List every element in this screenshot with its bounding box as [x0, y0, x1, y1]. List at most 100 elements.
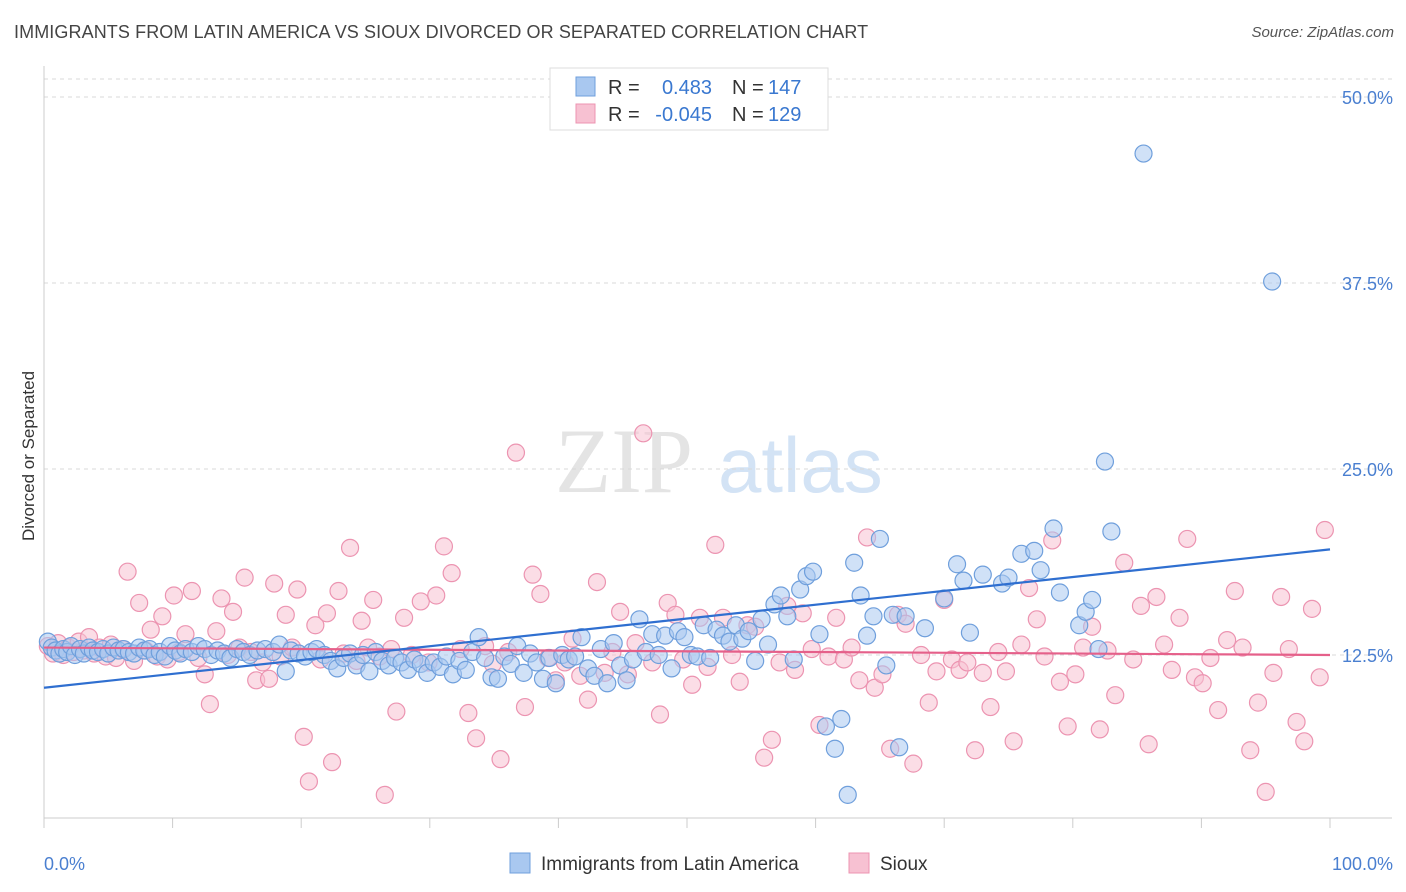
data-point-sioux	[996, 662, 1016, 681]
correlation-legend: R = 0.483 N = 147 R = -0.045 N = 129	[549, 67, 829, 131]
data-point-sioux	[1310, 668, 1329, 687]
data-point-sioux	[375, 785, 394, 804]
data-point-sioux	[294, 727, 313, 746]
y-axis-label: Divorced or Separated	[19, 371, 38, 541]
trend-lines	[43, 548, 1331, 689]
data-point-latin-america	[514, 663, 533, 682]
data-point-latin-america	[1134, 144, 1153, 163]
data-point-sioux	[394, 608, 414, 627]
data-point-latin-america	[845, 553, 864, 572]
data-point-sioux	[434, 537, 454, 556]
data-point-sioux	[387, 702, 406, 721]
data-point-sioux	[1066, 665, 1085, 684]
legend-box	[549, 67, 829, 131]
data-point-sioux	[223, 602, 243, 621]
data-point-sioux	[1201, 648, 1220, 668]
data-point-latin-america	[915, 619, 935, 638]
data-point-sioux	[195, 665, 214, 684]
data-point-latin-america	[832, 709, 851, 729]
legend-n-label-pink: N =	[732, 104, 764, 126]
data-point-sioux	[965, 741, 985, 760]
data-point-sioux	[531, 584, 550, 604]
data-point-sioux	[130, 593, 149, 613]
data-point-sioux	[819, 647, 838, 666]
data-point-latin-america	[877, 656, 896, 675]
data-point-sioux	[1139, 735, 1158, 754]
data-point-latin-america	[857, 626, 877, 645]
legend-swatch-pink	[575, 103, 596, 124]
data-point-sioux	[683, 675, 702, 694]
watermark: ZIP atlas	[555, 410, 883, 512]
data-point-latin-america	[864, 607, 883, 626]
data-point-sioux	[212, 589, 231, 608]
data-point-latin-america	[825, 739, 844, 758]
data-point-latin-america	[947, 555, 967, 574]
data-point-sioux	[1193, 674, 1212, 693]
data-point-sioux	[865, 678, 884, 697]
data-point-sioux	[506, 443, 526, 462]
data-point-sioux	[850, 671, 869, 690]
data-point-sioux	[118, 562, 137, 581]
data-point-sioux	[442, 564, 461, 583]
data-point-sioux	[411, 592, 430, 611]
data-point-latin-america	[838, 785, 857, 804]
grid-lines	[44, 78, 1392, 656]
data-point-sioux	[491, 750, 510, 769]
data-point-sioux	[288, 580, 307, 599]
watermark-zip: ZIP	[555, 410, 693, 512]
data-point-sioux	[329, 581, 348, 601]
data-point-sioux	[1012, 635, 1031, 654]
data-point-sioux	[755, 748, 774, 767]
data-point-latin-america	[598, 674, 617, 693]
data-point-sioux	[706, 535, 725, 554]
data-point-sioux	[578, 690, 598, 709]
data-point-sioux	[265, 574, 284, 593]
data-point-sioux	[1233, 638, 1252, 657]
data-point-sioux	[1170, 608, 1189, 627]
data-point-latin-america	[816, 717, 835, 736]
data-point-latin-america	[1082, 590, 1102, 610]
legend-n-value-blue: 147	[768, 77, 801, 99]
data-point-sioux	[634, 424, 653, 443]
data-point-latin-america	[1102, 522, 1121, 541]
series-latin-america-points	[38, 144, 1282, 804]
data-point-latin-america	[870, 529, 890, 549]
data-point-sioux	[827, 608, 846, 627]
data-point-sioux	[523, 565, 542, 584]
legend-r-value-pink: -0.045	[655, 104, 712, 126]
data-point-sioux	[802, 639, 821, 659]
data-point-sioux	[587, 572, 607, 592]
data-point-latin-america	[1031, 561, 1050, 580]
data-point-latin-america	[896, 607, 915, 626]
data-point-sioux	[1218, 631, 1237, 650]
data-point-latin-america	[778, 607, 797, 626]
data-point-sioux	[276, 605, 295, 624]
data-point-latin-america	[1089, 639, 1108, 659]
data-point-sioux	[141, 620, 160, 639]
data-point-sioux	[973, 663, 992, 682]
data-point-sioux	[1264, 663, 1283, 682]
data-point-sioux	[1124, 650, 1143, 669]
y-tick-label: 37.5%	[1342, 274, 1393, 294]
data-point-sioux	[842, 638, 861, 657]
data-point-sioux	[611, 602, 630, 621]
data-point-sioux	[1027, 610, 1046, 629]
data-point-latin-america	[469, 628, 488, 647]
data-point-sioux	[1106, 686, 1125, 705]
data-point-sioux	[1241, 741, 1260, 760]
data-point-latin-america	[662, 659, 681, 678]
data-point-sioux	[340, 538, 360, 557]
data-point-sioux	[1209, 700, 1228, 720]
data-point-sioux	[919, 693, 938, 712]
y-tick-label: 25.0%	[1342, 460, 1393, 480]
data-point-latin-america	[739, 622, 758, 641]
data-point-latin-america	[752, 610, 771, 629]
legend-label-latin-america: Immigrants from Latin America	[541, 854, 799, 875]
data-point-latin-america	[488, 669, 508, 688]
legend-swatch-sioux	[848, 852, 870, 874]
data-point-latin-america	[1044, 519, 1063, 538]
data-point-sioux	[1225, 581, 1244, 601]
data-point-sioux	[153, 607, 172, 626]
data-point-latin-america	[999, 568, 1018, 587]
x-tick-label-min: 0.0%	[44, 854, 85, 874]
